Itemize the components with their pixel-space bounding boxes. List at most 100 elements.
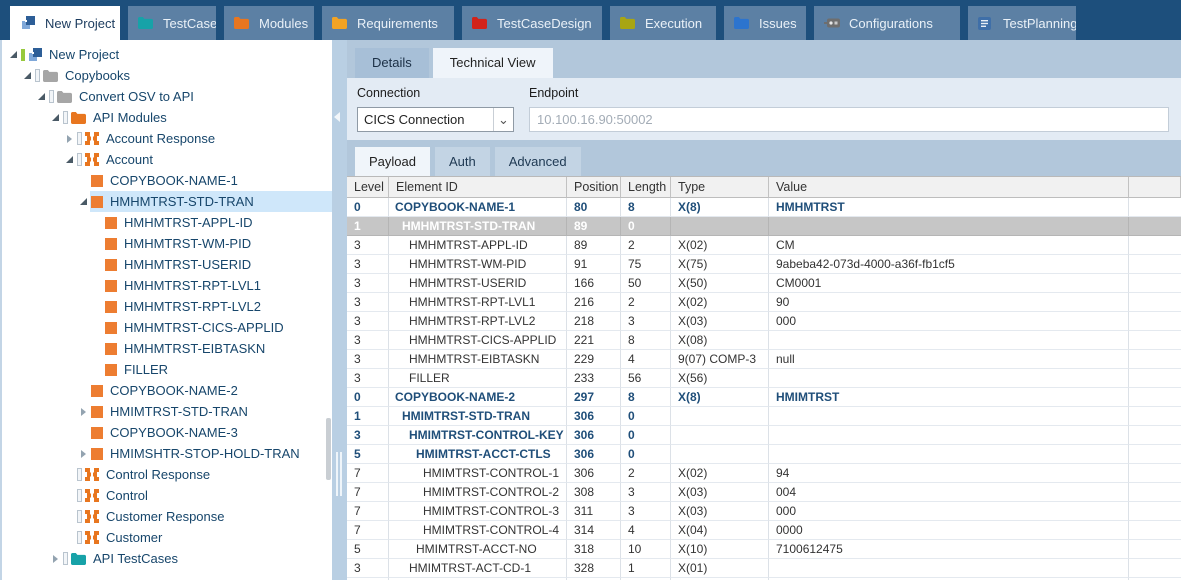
top-tab-testcases[interactable]: TestCases [128,6,216,40]
cell-element-id: HMHMTRST-EIBTASKN [389,350,567,369]
cell-type: X(50) [671,274,769,293]
expand-node-icon[interactable] [62,135,76,143]
endpoint-input[interactable]: 10.100.16.90:50002 [529,107,1169,132]
cell-type: X(10) [671,540,769,559]
table-row-hmimtrst-std-tran[interactable]: 1 HMIMTRST-STD-TRAN 306 0 [347,407,1181,426]
table-row-hmimtrst-acct-ctls[interactable]: 5 HMIMTRST-ACCT-CTLS 306 0 [347,445,1181,464]
tree-item-copybook-name-2[interactable]: COPYBOOK-NAME-2 [2,380,332,401]
cell-element-id: HMIMTRST-CONTROL-1 [389,464,567,483]
collapse-node-icon[interactable] [48,114,62,121]
detail-panel: Details Technical View Connection CICS C… [347,40,1181,580]
table-row-hmimtrst-control-1[interactable]: 7 HMIMTRST-CONTROL-1 306 2 X(02) 94 [347,464,1181,483]
tree-item-api-modules[interactable]: API Modules [2,107,332,128]
tree-item-control[interactable]: Control [2,485,332,506]
cell-level: 0 [347,198,389,217]
tree-item-hmhmtrst-userid[interactable]: HMHMTRST-USERID [2,254,332,275]
tab-details[interactable]: Details [355,48,429,78]
table-row-hmhmtrst-appl-id[interactable]: 3 HMHMTRST-APPL-ID 89 2 X(02) CM [347,236,1181,255]
expand-node-icon[interactable] [76,408,90,416]
collapse-node-icon[interactable] [76,198,90,205]
node-bar-icon [77,510,82,523]
tree-scrollbar-thumb[interactable] [326,418,331,480]
collapse-node-icon[interactable] [34,93,48,100]
endpoint-label: Endpoint [529,86,579,100]
table-row[interactable] [347,578,1181,580]
cell-level: 3 [347,350,389,369]
connection-select[interactable]: CICS Connection ⌄ [357,107,514,132]
table-row-hmhmtrst-userid[interactable]: 3 HMHMTRST-USERID 166 50 X(50) CM0001 [347,274,1181,293]
top-tab-configurations[interactable]: Configurations [814,6,960,40]
tree-item-hmhmtrst-rpt-lvl2[interactable]: HMHMTRST-RPT-LVL2 [2,296,332,317]
top-tab-modules[interactable]: Modules [224,6,314,40]
column-header-element-id[interactable]: Element ID [389,177,567,198]
tab-advanced[interactable]: Advanced [494,147,581,176]
top-tab-new-project[interactable]: New Project✕ [10,6,120,40]
table-row-hmhmtrst-eibtaskn[interactable]: 3 HMHMTRST-EIBTASKN 229 4 9(07) COMP-3 null [347,350,1181,369]
top-tab-execution[interactable]: Execution [610,6,716,40]
panel-splitter[interactable] [332,40,347,580]
table-row-hmimtrst-control-3[interactable]: 7 HMIMTRST-CONTROL-3 311 3 X(03) 000 [347,502,1181,521]
tree-item-copybooks[interactable]: Copybooks [2,65,332,86]
collapse-node-icon[interactable] [20,72,34,79]
top-tab-testplanning[interactable]: TestPlanning [968,6,1076,40]
cell-length: 8 [621,388,671,407]
tree-item-copybook-name-3[interactable]: COPYBOOK-NAME-3 [2,422,332,443]
tree-item-customer-response[interactable]: Customer Response [2,506,332,527]
top-tab-label: TestCases [163,15,216,31]
table-row-hmhmtrst-rpt-lvl2[interactable]: 3 HMHMTRST-RPT-LVL2 218 3 X(03) 000 [347,312,1181,331]
tree-item-label: Account Response [106,131,216,146]
expand-node-icon[interactable] [48,555,62,563]
table-row-hmhmtrst-cics-applid[interactable]: 3 HMHMTRST-CICS-APPLID 221 8 X(08) [347,331,1181,350]
tree-item-hmhmtrst-wm-pid[interactable]: HMHMTRST-WM-PID [2,233,332,254]
column-header-level[interactable]: Level [347,177,389,198]
top-tab-testcasedesign[interactable]: TestCaseDesign [462,6,602,40]
folder-icon [620,17,637,29]
tree-item-control-response[interactable]: Control Response [2,464,332,485]
node-bar-icon [49,90,54,103]
top-tab-requirements[interactable]: Requirements [322,6,454,40]
table-row-hmimtrst-acct-no[interactable]: 5 HMIMTRST-ACCT-NO 318 10 X(10) 7100612475 [347,540,1181,559]
column-header-length[interactable]: Length [621,177,671,198]
collapse-node-icon[interactable] [6,51,20,58]
collapse-left-icon[interactable] [334,112,340,122]
tree-item-hmhmtrst-rpt-lvl1[interactable]: HMHMTRST-RPT-LVL1 [2,275,332,296]
tree-item-filler[interactable]: FILLER [2,359,332,380]
column-header-value[interactable]: Value [769,177,1129,198]
table-row-hmimtrst-control-2[interactable]: 7 HMIMTRST-CONTROL-2 308 3 X(03) 004 [347,483,1181,502]
table-row-copybook-name-2[interactable]: 0 COPYBOOK-NAME-2 297 8 X(8) HMIMTRST [347,388,1181,407]
tree-item-account-response[interactable]: Account Response [2,128,332,149]
tab-payload[interactable]: Payload [355,147,430,176]
tree-item-hmimshtr-stop-hold-tran[interactable]: HMIMSHTR-STOP-HOLD-TRAN [2,443,332,464]
table-row-hmhmtrst-wm-pid[interactable]: 3 HMHMTRST-WM-PID 91 75 X(75) 9abeba42-073d-4… [347,255,1181,274]
tab-auth[interactable]: Auth [434,147,490,176]
table-row-copybook-name-1[interactable]: 0 COPYBOOK-NAME-1 80 8 X(8) HMHMTRST [347,198,1181,217]
column-header-position[interactable]: Position [567,177,621,198]
tree-item-account[interactable]: Account [2,149,332,170]
tree-item-new-project[interactable]: New Project [2,44,332,65]
top-tab-issues[interactable]: Issues [724,6,806,40]
table-row-hmimtrst-control-4[interactable]: 7 HMIMTRST-CONTROL-4 314 4 X(04) 0000 [347,521,1181,540]
expand-node-icon[interactable] [76,450,90,458]
column-header-type[interactable]: Type [671,177,769,198]
tree-item-customer[interactable]: Customer [2,527,332,548]
tree-item-api-testcases[interactable]: API TestCases [2,548,332,569]
table-row-hmhmtrst-std-tran[interactable]: 1 HMHMTRST-STD-TRAN 89 0 [347,217,1181,236]
table-row-hmimtrst-control-key[interactable]: 3 HMIMTRST-CONTROL-KEY 306 0 [347,426,1181,445]
cell-type: X(75) [671,255,769,274]
table-row-hmimtrst-act-cd-1[interactable]: 3 HMIMTRST-ACT-CD-1 328 1 X(01) [347,559,1181,578]
tree-item-hmhmtrst-eibtaskn[interactable]: HMHMTRST-EIBTASKN [2,338,332,359]
cell-length: 2 [621,464,671,483]
collapse-node-icon[interactable] [62,156,76,163]
tree-item-convert-osv-to-api[interactable]: Convert OSV to API [2,86,332,107]
table-row-filler[interactable]: 3 FILLER 233 56 X(56) [347,369,1181,388]
table-row-hmhmtrst-rpt-lvl1[interactable]: 3 HMHMTRST-RPT-LVL1 216 2 X(02) 90 [347,293,1181,312]
tree-item-hmhmtrst-cics-applid[interactable]: HMHMTRST-CICS-APPLID [2,317,332,338]
tree-item-hmhmtrst-appl-id[interactable]: HMHMTRST-APPL-ID [2,212,332,233]
table-header: Level Element ID Position Length Type Value [347,177,1181,198]
square-icon [105,363,117,376]
column-header-extra[interactable] [1129,177,1181,198]
tree-item-hmhmtrst-std-tran[interactable]: HMHMTRST-STD-TRAN [2,191,332,212]
tab-technical-view[interactable]: Technical View [432,48,553,78]
tree-item-hmimtrst-std-tran[interactable]: HMIMTRST-STD-TRAN [2,401,332,422]
tree-item-copybook-name-1[interactable]: COPYBOOK-NAME-1 [2,170,332,191]
